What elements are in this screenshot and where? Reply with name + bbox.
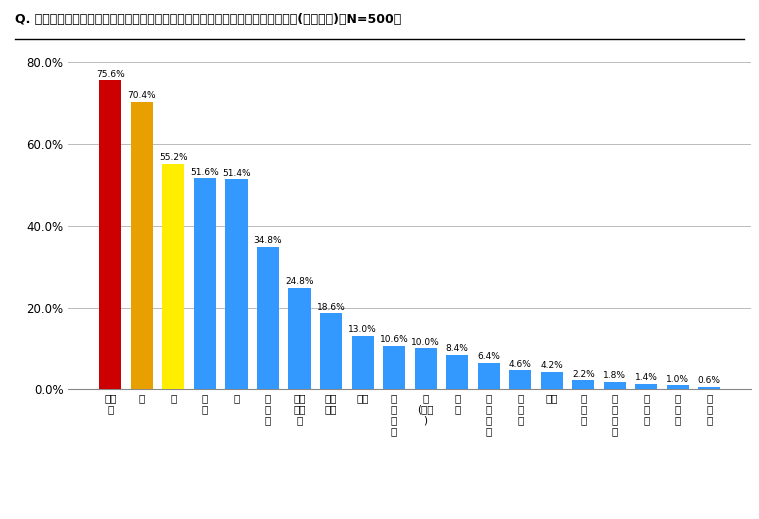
Text: 51.4%: 51.4%: [222, 169, 250, 177]
Bar: [162, 163, 184, 389]
Text: 18.6%: 18.6%: [317, 303, 345, 311]
Bar: [446, 355, 468, 389]
Bar: [414, 348, 436, 389]
Text: 4.6%: 4.6%: [509, 360, 531, 369]
Bar: [351, 336, 373, 389]
Bar: [509, 371, 531, 389]
Text: 34.8%: 34.8%: [254, 236, 282, 245]
Text: 1.0%: 1.0%: [666, 375, 689, 384]
Text: 8.4%: 8.4%: [446, 344, 468, 353]
Bar: [666, 385, 689, 389]
Text: 2.2%: 2.2%: [572, 370, 594, 379]
Bar: [635, 384, 657, 389]
Bar: [540, 372, 562, 389]
Text: 51.6%: 51.6%: [191, 168, 219, 176]
Text: 75.6%: 75.6%: [96, 70, 124, 78]
Text: 6.4%: 6.4%: [477, 352, 500, 361]
Bar: [257, 247, 279, 389]
Text: Q. 秋の食べ物といえば、何を連想しますか。あてはまるものをお答えください。(複数回答)【N=500】: Q. 秋の食べ物といえば、何を連想しますか。あてはまるものをお答えください。(複…: [15, 13, 402, 26]
Bar: [194, 179, 216, 389]
Text: 70.4%: 70.4%: [128, 91, 156, 100]
Bar: [225, 179, 247, 389]
Text: 0.6%: 0.6%: [698, 376, 721, 385]
Bar: [698, 387, 720, 389]
Bar: [320, 313, 342, 389]
Text: 10.0%: 10.0%: [411, 338, 440, 347]
Text: 1.8%: 1.8%: [603, 371, 626, 380]
Text: 13.0%: 13.0%: [348, 325, 377, 334]
Text: 55.2%: 55.2%: [159, 153, 187, 162]
Text: 24.8%: 24.8%: [285, 277, 313, 286]
Text: 1.4%: 1.4%: [635, 373, 658, 382]
Bar: [288, 288, 310, 389]
Bar: [99, 80, 121, 389]
Bar: [603, 382, 625, 389]
Bar: [572, 380, 594, 389]
Bar: [477, 363, 499, 389]
Bar: [131, 102, 153, 389]
Text: 10.6%: 10.6%: [380, 335, 408, 344]
Bar: [383, 346, 405, 389]
Text: 4.2%: 4.2%: [540, 361, 563, 371]
